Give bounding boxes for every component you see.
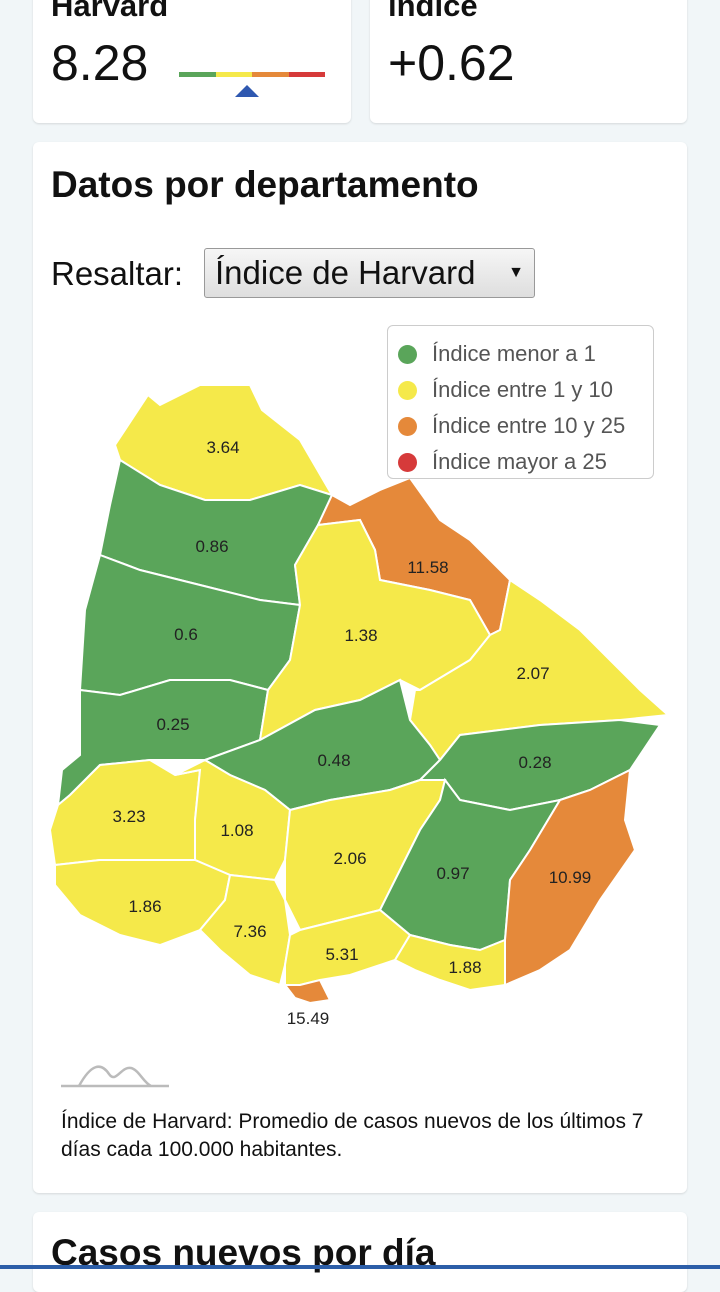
department-value-label: 2.06	[333, 849, 366, 868]
highlight-value: Índice de Harvard	[215, 254, 476, 291]
map-legend: Índice menor a 1 Índice entre 1 y 10 Índic…	[387, 325, 654, 479]
dropdown-arrow-icon: ▼	[508, 264, 524, 281]
sparkline-icon	[61, 1065, 169, 1088]
legend-dot-icon	[398, 452, 417, 472]
daily-cases-card: Casos nuevos por día	[33, 1212, 687, 1292]
department-río-negro[interactable]	[56, 679, 270, 808]
highlight-select[interactable]: Índice de Harvard ▼	[204, 248, 535, 298]
legend-item: Índice menor a 1	[398, 336, 653, 372]
department-value-label: 1.08	[220, 821, 253, 840]
harvard-kpi-card: Harvard 8.28	[33, 0, 351, 123]
department-value-label: 2.07	[516, 664, 549, 683]
department-montevideo[interactable]	[282, 978, 332, 1005]
index-note: Índice de Harvard: Promedio de casos nue…	[61, 1110, 644, 1161]
kpi-value: +0.62	[388, 35, 515, 91]
kpi-label: índice	[388, 0, 478, 23]
legend-item: Índice entre 10 y 25	[398, 408, 653, 444]
department-value-label: 15.49	[287, 1009, 330, 1028]
department-value-label: 0.25	[156, 715, 189, 734]
legend-label: Índice mayor a 25	[432, 449, 607, 474]
legend-item: Índice mayor a 25	[398, 444, 653, 480]
uruguay-map: 3.64 0.86 0.6 0.25 11.58 1.38 2.07 0.48 0.28 3.23…	[48, 384, 671, 1028]
department-value-label: 1.38	[344, 626, 377, 645]
departments-card: 3.64 0.86 0.6 0.25 11.58 1.38 2.07 0.48 0.28 3.23…	[33, 142, 687, 1193]
department-value-label: 1.88	[448, 958, 481, 977]
legend-dot-icon	[398, 344, 417, 364]
department-value-label: 7.36	[233, 922, 266, 941]
legend-label: Índice menor a 1	[432, 341, 596, 366]
department-value-label: 0.6	[174, 625, 198, 644]
department-tacuarembó[interactable]	[258, 518, 492, 742]
legend-label: Índice entre 10 y 25	[432, 413, 626, 438]
legend-dot-icon	[398, 380, 417, 400]
kpi-label: Harvard	[51, 0, 169, 23]
department-value-label: 11.58	[407, 558, 448, 577]
department-flores[interactable]	[174, 758, 292, 882]
department-value-label: 0.48	[317, 751, 350, 770]
department-value-label: 1.86	[128, 897, 161, 916]
department-value-label: 0.28	[518, 753, 551, 772]
legend-dot-icon	[398, 416, 417, 436]
index-change-card: índice +0.62	[370, 0, 687, 123]
kpi-value: 8.28	[51, 35, 149, 91]
legend-label: Índice entre 1 y 10	[432, 377, 614, 402]
bottom-bar	[0, 1265, 720, 1269]
department-value-label: 3.64	[206, 438, 239, 457]
department-san-josé[interactable]	[198, 873, 292, 987]
department-value-label: 0.97	[436, 864, 469, 883]
department-value-label: 0.86	[195, 537, 228, 556]
department-rocha[interactable]	[504, 768, 637, 987]
index-scale	[179, 72, 325, 77]
department-maldonado[interactable]	[393, 933, 506, 992]
department-value-label: 3.23	[112, 807, 145, 826]
department-value-label: 5.31	[325, 945, 358, 964]
legend-item: Índice entre 1 y 10	[398, 372, 653, 408]
department-canelones[interactable]	[284, 908, 412, 986]
highlight-label: Resaltar:	[51, 255, 184, 292]
department-value-label: 10.99	[549, 868, 592, 887]
section-title: Datos por departamento	[51, 164, 479, 205]
scale-marker-icon	[235, 85, 259, 97]
